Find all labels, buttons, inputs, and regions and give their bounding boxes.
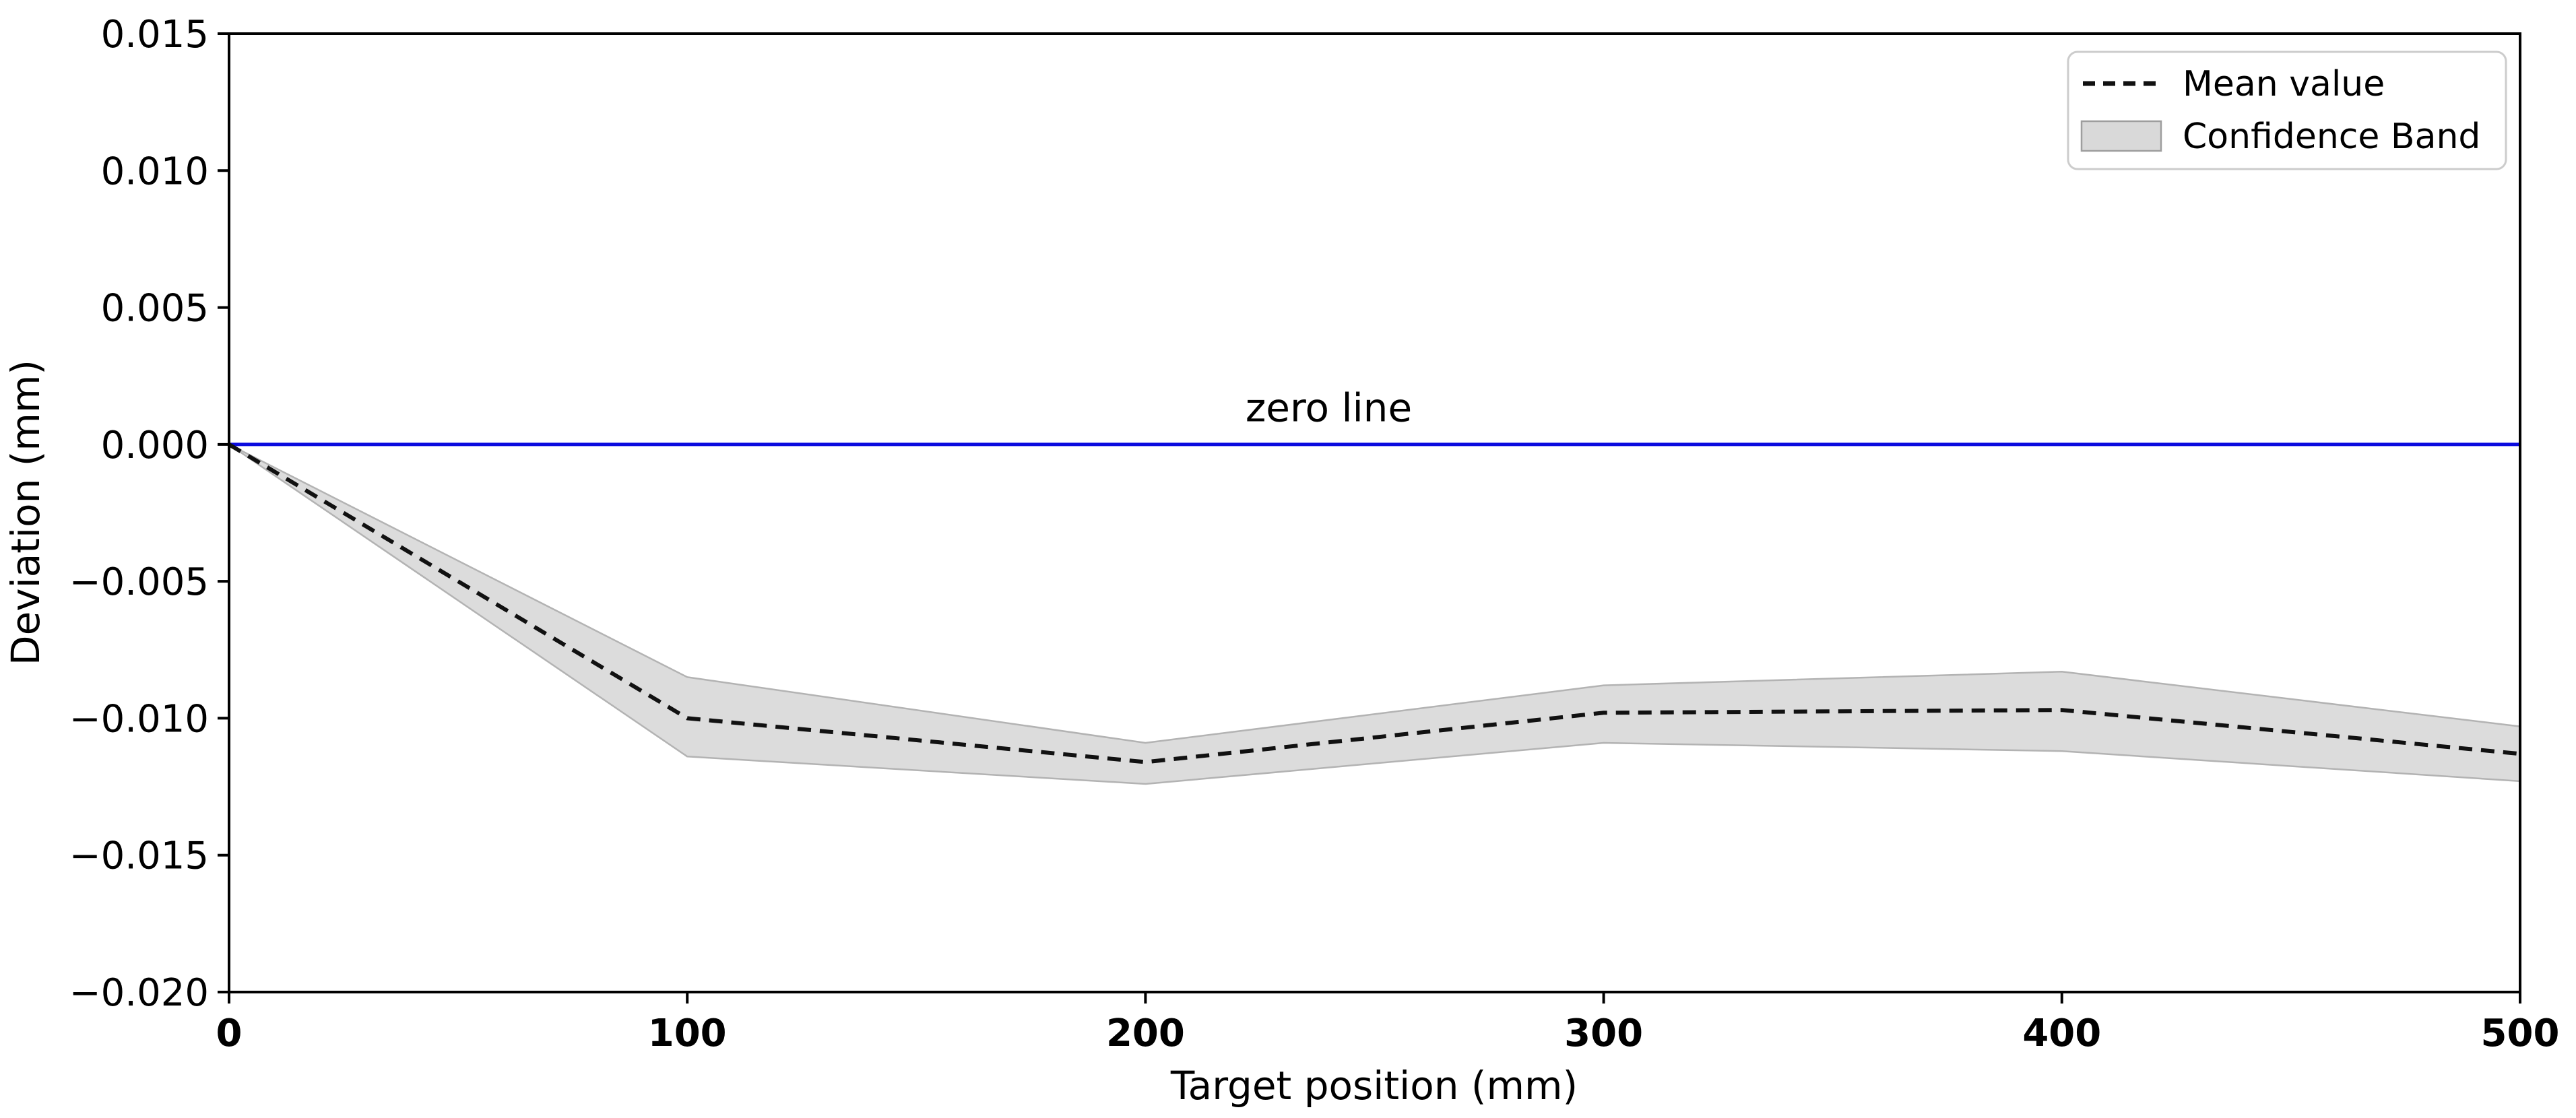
x-tick-label: 400 [2022,1012,2101,1055]
axes-frame [228,32,2521,993]
confidence-band [228,443,2521,785]
legend-label-confidence-band: Confidence Band [2183,117,2480,157]
x-axis-title: Target position (mm) [1170,1063,1578,1109]
y-tick-label: 0.015 [101,13,209,57]
y-tick-label: −0.010 [69,697,209,741]
x-tick-label: 300 [1564,1012,1643,1055]
x-tick-label: 0 [216,1012,243,1055]
y-axis-ticks: 0.015 0.010 0.005 0.000 −0.005 −0.010 −0.015 −0… [69,13,229,1015]
y-axis-title: Deviation (mm) [3,360,49,665]
legend-band-swatch [2080,120,2162,152]
legend-label-mean-value: Mean value [2183,64,2385,104]
x-axis-ticks: 0 100 200 300 400 500 [216,992,2560,1055]
legend: Mean value Confidence Band [2067,51,2507,170]
y-tick-label: −0.020 [69,971,209,1015]
mean-value-line [228,442,2521,764]
y-tick-label: −0.005 [69,560,209,604]
y-tick-label: 0.005 [101,287,209,331]
y-tick-label: 0.000 [101,424,209,467]
y-tick-label: 0.010 [101,150,209,193]
x-tick-label: 200 [1106,1012,1185,1055]
y-tick-label: −0.015 [69,834,209,878]
x-tick-label: 500 [2481,1012,2560,1055]
zero-line-annotation: zero line [1246,385,1412,430]
x-tick-label: 100 [648,1012,727,1055]
legend-box [2067,51,2507,170]
